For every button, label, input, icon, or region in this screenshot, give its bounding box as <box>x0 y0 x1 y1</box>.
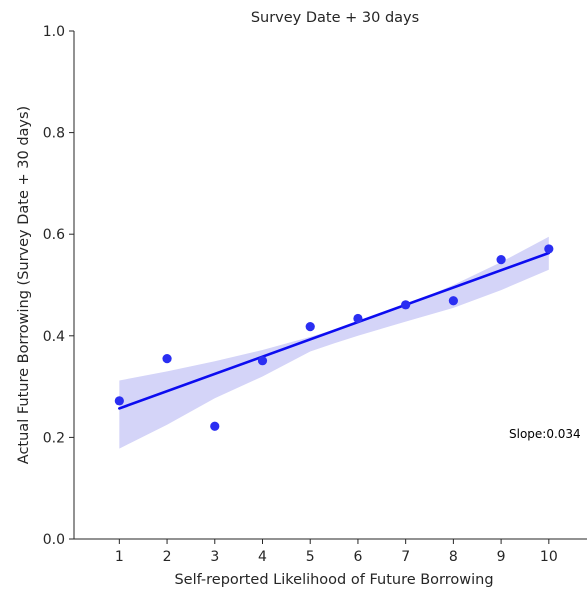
slope-annotation: Slope:0.034 <box>509 427 581 441</box>
x-tick-label: 9 <box>497 549 506 565</box>
chart-title: Survey Date + 30 days <box>251 10 419 26</box>
data-point-2 <box>162 354 172 364</box>
regression-line <box>118 251 551 410</box>
x-axis-label: Self-reported Likelihood of Future Borro… <box>174 572 493 588</box>
x-tick-label: 4 <box>258 549 267 565</box>
data-point-7 <box>401 300 411 310</box>
y-tick-label: 0.8 <box>43 126 65 142</box>
data-point-10 <box>544 244 554 254</box>
x-tick-label: 7 <box>401 549 410 565</box>
y-tick-label: 0.2 <box>43 430 65 446</box>
x-tick-label: 2 <box>163 549 172 565</box>
data-point-1 <box>114 396 124 406</box>
x-tick-label: 6 <box>353 549 362 565</box>
data-point-4 <box>257 356 268 366</box>
data-point-6 <box>353 313 363 324</box>
data-point-5 <box>305 322 315 332</box>
x-tick-label: 3 <box>210 549 219 565</box>
data-point-9 <box>496 255 506 265</box>
x-tick-label: 8 <box>449 549 458 565</box>
x-tick-label: 5 <box>306 549 315 565</box>
x-tick-label: 10 <box>540 549 558 565</box>
x-tick-label: 1 <box>115 549 124 565</box>
data-point-3 <box>210 421 220 431</box>
y-tick-label: 1.0 <box>43 24 65 40</box>
confidence-band <box>119 236 549 449</box>
data-point-8 <box>448 296 458 306</box>
y-tick-label: 0.0 <box>43 532 65 548</box>
y-tick-label: 0.4 <box>43 329 65 345</box>
y-axis-label: Actual Future Borrowing (Survey Date + 3… <box>16 106 32 464</box>
y-tick-label: 0.6 <box>43 227 65 243</box>
